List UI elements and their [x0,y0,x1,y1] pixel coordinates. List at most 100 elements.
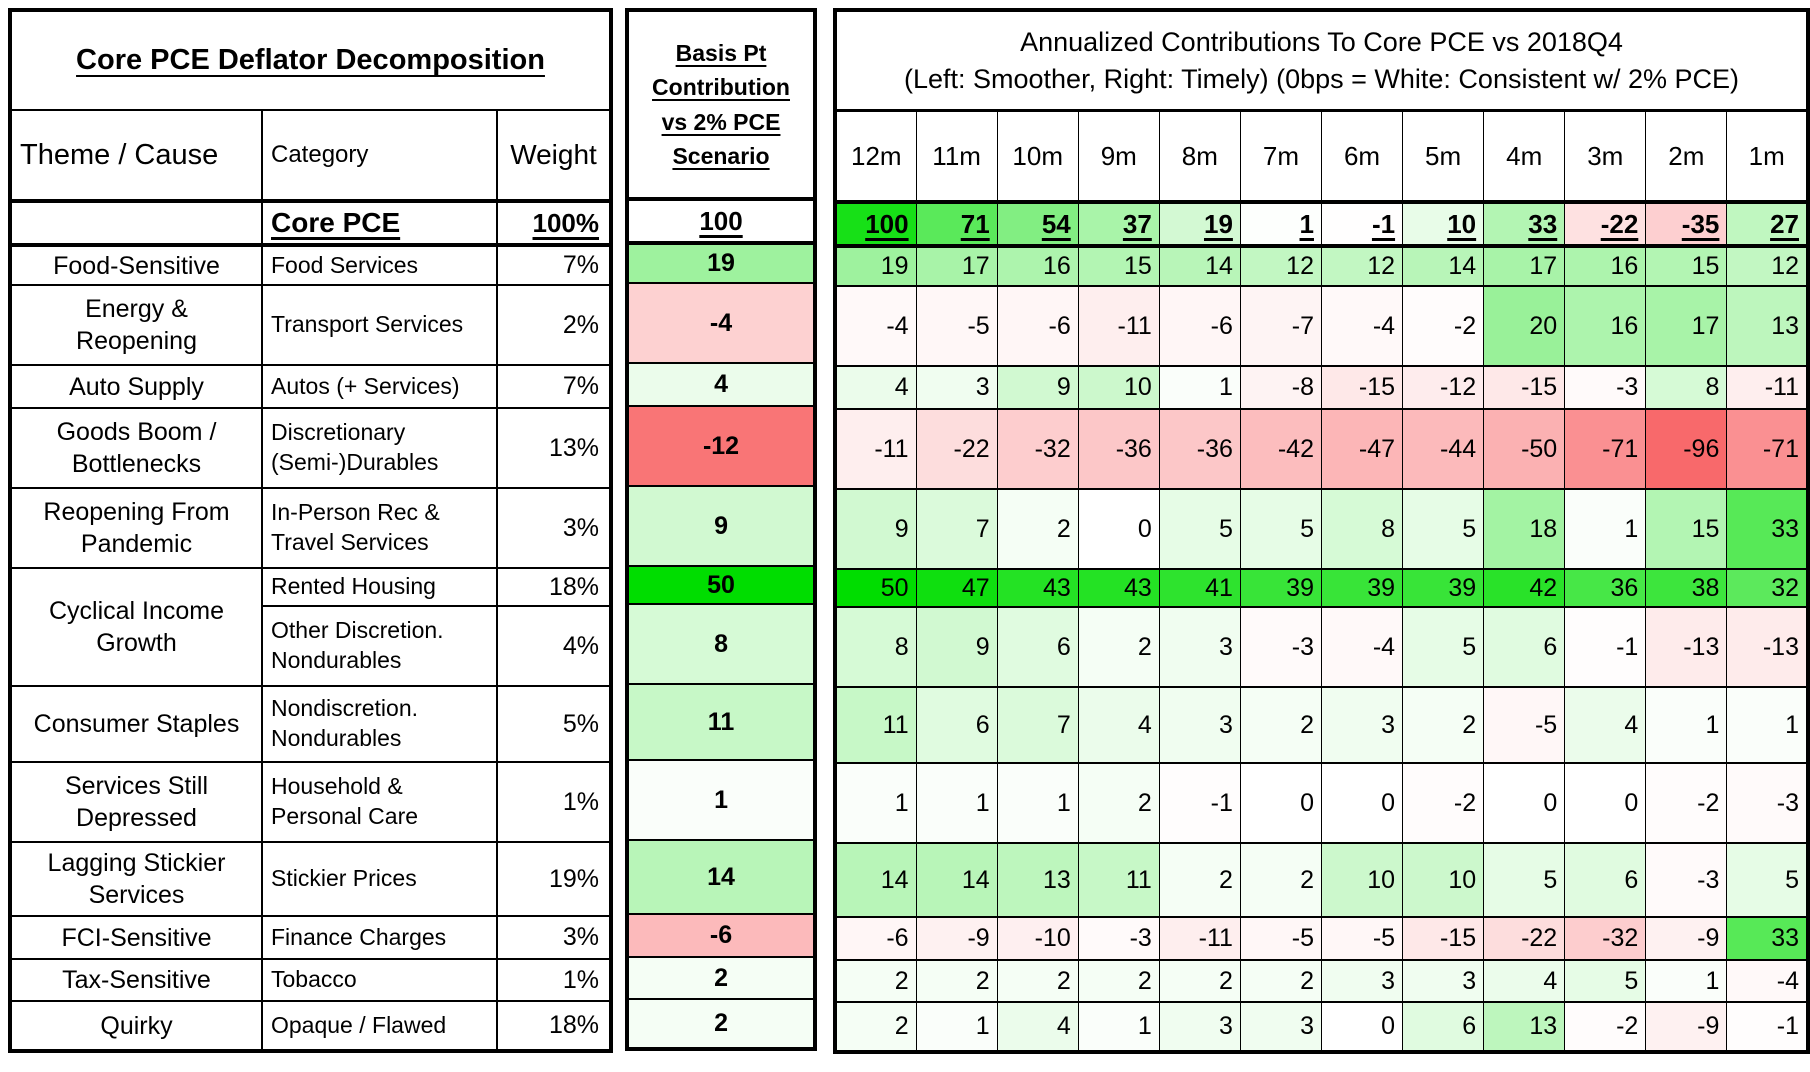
table-row: -12 [626,405,817,487]
month-header-1m: 1m [1726,109,1809,203]
heatmap-cell-12m: 2 [834,959,917,1003]
heatmap-title: Annualized Contributions To Core PCE vs … [834,9,1809,112]
core-pce-1m-value: 27 [1726,200,1809,248]
table-row: 9 [626,485,817,567]
heatmap-cell-10m: 1 [996,762,1079,844]
weight-cell: 4% [495,605,613,687]
table-row: 2 [626,956,817,1000]
heatmap-cell-5m: 39 [1402,568,1485,608]
heatmap-cell-8m: 14 [1158,245,1241,287]
heatmap-cell-2m: -9 [1645,1001,1728,1053]
month-header-4m: 4m [1483,109,1566,203]
heatmap-cell-10m: 16 [996,245,1079,287]
category-cell: Discretionary (Semi-)Durables [261,407,498,489]
theme-cell: Cyclical Income Growth [9,567,263,687]
heatmap-cell-6m: -47 [1320,408,1404,490]
heatmap-cell-4m: 20 [1483,285,1566,367]
heatmap-cell-6m: -4 [1320,606,1404,688]
month-header-9m: 9m [1077,109,1160,203]
heatmap-cell-6m: 3 [1320,959,1404,1003]
month-header-7m: 7m [1239,109,1322,203]
heatmap-cell-12m: 9 [834,488,917,570]
heatmap-cell-5m: -2 [1402,762,1485,844]
heatmap-cell-1m: -1 [1726,1001,1809,1053]
heatmap-cell-6m: -15 [1320,365,1404,410]
theme-cell: Energy & Reopening [9,284,263,366]
heatmap-cell-3m: -3 [1564,365,1647,410]
core-pce-weight: 100% [495,199,613,247]
core-pce-12m-value: 100 [834,200,917,248]
heatmap-cell-9m: 2 [1077,762,1160,844]
basis-pt-table: Basis Pt Contribution vs 2% PCE Scenario… [625,8,818,1051]
table-row: Services Still Depressed Household & Pers… [9,761,613,843]
heatmap-cell-3m: 1 [1564,488,1647,570]
heatmap-cell-7m: -3 [1239,606,1322,688]
heatmap-cell-11m: 6 [915,686,998,764]
heatmap-cell-1m: -13 [1726,606,1809,688]
heatmap-cell-2m: -2 [1645,762,1728,844]
table-row: 11 6 7 4 3 2 3 2 -5 4 1 1 [834,686,1809,764]
heatmap-cell-10m: -32 [996,408,1079,490]
basis-cell: 1 [626,759,817,841]
heatmap-cell-4m: 18 [1483,488,1566,570]
heatmap-cell-3m: 16 [1564,285,1647,367]
heatmap-cell-1m: 1 [1726,686,1809,764]
table-row: Reopening From Pandemic In-Person Rec & T… [9,487,613,569]
table-row: -11 -22 -32 -36 -36 -42 -47 -44 -50 -71 -96 -71 [834,408,1809,490]
month-header-11m: 11m [915,109,998,203]
heatmap-cell-5m: 10 [1402,842,1485,918]
heatmap-cell-10m: 9 [996,365,1079,410]
table-row: -4 -5 -6 -11 -6 -7 -4 -2 20 16 17 13 [834,285,1809,367]
core-pce-2m-value: -35 [1645,200,1728,248]
heatmap-cell-10m: -6 [996,285,1079,367]
table-row: 19 17 16 15 14 12 12 14 17 16 15 12 [834,245,1809,287]
table-row: -6 -9 -10 -3 -11 -5 -5 -15 -22 -32 -9 33 [834,916,1809,961]
heatmap-cell-7m: 0 [1239,762,1322,844]
weight-cell: 5% [495,685,613,763]
heatmap-cell-11m: 47 [915,568,998,608]
heatmap-cell-7m: 2 [1239,842,1322,918]
core-pce-row: 100 71 54 37 19 1 -1 10 33 -22 -35 27 [834,200,1809,248]
weight-cell: 3% [495,915,613,960]
heatmap-cell-4m: -5 [1483,686,1566,764]
heatmap-cell-9m: 2 [1077,606,1160,688]
month-header-6m: 6m [1320,109,1404,203]
month-header-10m: 10m [996,109,1079,203]
core-pce-6m-value: -1 [1320,200,1404,248]
heatmap-cell-7m: -42 [1239,408,1322,490]
heatmap-cell-10m: 7 [996,686,1079,764]
basis-cell: 14 [626,839,817,915]
basis-pt-header: Basis Pt Contribution vs 2% PCE Scenario [626,9,817,200]
category-cell: Nondiscretion. Nondurables [261,685,498,763]
basis-cell: -4 [626,282,817,364]
heatmap-cell-1m: 33 [1726,916,1809,961]
heatmap-title-line2: (Left: Smoother, Right: Timely) (0bps = … [903,63,1740,94]
weight-cell: 13% [495,407,613,489]
heatmap-cell-5m: 6 [1402,1001,1485,1053]
table-row: Lagging Stickier Services Stickier Prices… [9,841,613,917]
month-header-3m: 3m [1564,109,1647,203]
basis-cell: 9 [626,485,817,567]
heatmap-cell-9m: -3 [1077,916,1160,961]
heatmap-cell-6m: 8 [1320,488,1404,570]
decomposition-table: Core PCE Deflator Decomposition Theme / … [8,8,614,1053]
table-row: 1 [626,759,817,841]
table-row: Goods Boom / Bottlenecks Discretionary (S… [9,407,613,489]
heatmap-cell-9m: 1 [1077,1001,1160,1053]
heatmap-cell-1m: 13 [1726,285,1809,367]
weight-column-header: Weight [495,109,613,202]
heatmap-cell-5m: 14 [1402,245,1485,287]
heatmap-cell-9m: 0 [1077,488,1160,570]
heatmap-cell-11m: -5 [915,285,998,367]
category-cell: Stickier Prices [261,841,498,917]
heatmap-cell-11m: 9 [915,606,998,688]
heatmap-cell-2m: 15 [1645,245,1728,287]
heatmap-cell-1m: -4 [1726,959,1809,1003]
heatmap-cell-8m: 5 [1158,488,1241,570]
month-header-5m: 5m [1402,109,1485,203]
table-row: 1 1 1 2 -1 0 0 -2 0 0 -2 -3 [834,762,1809,844]
core-pce-4m-value: 33 [1483,200,1566,248]
category-column-header: Category [261,109,498,202]
heatmap-cell-8m: 1 [1158,365,1241,410]
month-header-8m: 8m [1158,109,1241,203]
